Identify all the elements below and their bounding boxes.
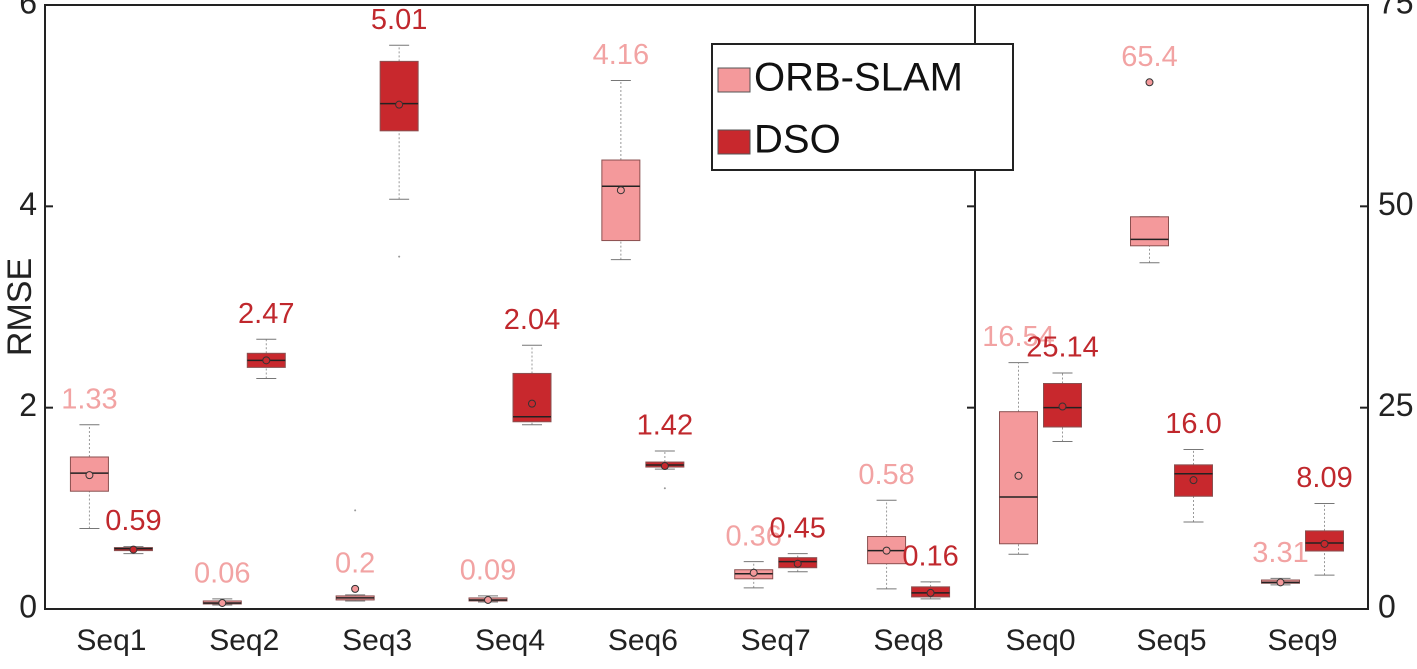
value-label: 3.31 bbox=[1252, 537, 1308, 569]
box bbox=[379, 60, 419, 132]
value-label: 0.06 bbox=[194, 558, 250, 590]
mean-marker bbox=[528, 399, 536, 408]
mean-marker bbox=[616, 186, 625, 195]
x-tick-label: Seq8 bbox=[874, 624, 944, 657]
mean-marker bbox=[1145, 78, 1154, 87]
value-label: 25.14 bbox=[1026, 332, 1099, 364]
mean-marker bbox=[262, 356, 271, 365]
value-label: 0.58 bbox=[858, 459, 914, 491]
mean-marker bbox=[351, 584, 360, 593]
y2-tick-label: 0 bbox=[1378, 588, 1396, 624]
value-label: 65.4 bbox=[1121, 41, 1177, 73]
value-label: 0.45 bbox=[769, 512, 825, 544]
value-label: 2.04 bbox=[504, 304, 560, 336]
y-tick-label: 0 bbox=[19, 588, 37, 624]
mean-marker bbox=[926, 588, 935, 597]
legend-label: DSO bbox=[754, 118, 841, 162]
value-label: 2.47 bbox=[238, 298, 294, 330]
value-label: 5.01 bbox=[371, 4, 427, 36]
x-tick-label: Seq5 bbox=[1136, 624, 1206, 657]
box bbox=[512, 372, 552, 423]
x-tick-label: Seq1 bbox=[76, 624, 146, 657]
mean-marker bbox=[484, 595, 492, 604]
x-tick-label: Seq4 bbox=[475, 624, 545, 657]
mean-marker bbox=[882, 546, 891, 555]
x-tick-label: Seq6 bbox=[608, 624, 678, 657]
y-tick-label: 6 bbox=[19, 0, 37, 20]
x-tick-label: Seq9 bbox=[1267, 624, 1337, 657]
mean-marker bbox=[1189, 476, 1198, 485]
outlier bbox=[663, 487, 666, 490]
mean-marker bbox=[395, 100, 404, 109]
mean-marker bbox=[1014, 471, 1023, 480]
outlier bbox=[354, 509, 357, 512]
y-axis-label: RMSE bbox=[1, 258, 39, 356]
value-label: 4.16 bbox=[593, 39, 649, 71]
x-tick-label: Seq0 bbox=[1005, 624, 1075, 657]
mean-marker bbox=[1058, 402, 1067, 411]
box bbox=[601, 159, 641, 242]
mean-marker bbox=[749, 568, 758, 577]
y2-tick-label: 50 bbox=[1378, 186, 1414, 222]
plot-frame bbox=[44, 4, 1369, 610]
mean-marker bbox=[1276, 578, 1285, 587]
value-label: 0.36 bbox=[725, 520, 781, 552]
value-label: 1.42 bbox=[637, 410, 693, 442]
box bbox=[1130, 216, 1169, 247]
mean-marker bbox=[660, 462, 669, 471]
y2-tick-label: 75 bbox=[1378, 0, 1414, 20]
value-label: 0.16 bbox=[902, 540, 958, 572]
box bbox=[1043, 383, 1082, 428]
x-tick-label: Seq3 bbox=[342, 624, 412, 657]
y-tick-label: 2 bbox=[19, 387, 37, 423]
value-label: 16.54 bbox=[982, 321, 1055, 353]
x-tick-label: Seq2 bbox=[209, 624, 279, 657]
x-tick-label: Seq7 bbox=[741, 624, 811, 657]
value-label: 0.09 bbox=[460, 555, 516, 587]
y-tick-label: 4 bbox=[19, 186, 37, 222]
legend-swatch bbox=[717, 67, 751, 93]
legend-box bbox=[711, 43, 1014, 171]
mean-marker bbox=[85, 471, 94, 480]
mean-marker bbox=[129, 545, 138, 554]
y2-tick-label: 25 bbox=[1378, 387, 1414, 423]
value-label: 0.59 bbox=[105, 505, 161, 537]
value-label: 16.0 bbox=[1165, 408, 1221, 440]
mean-marker bbox=[793, 559, 802, 568]
outlier bbox=[398, 255, 401, 258]
legend-label: ORB-SLAM bbox=[754, 56, 963, 100]
legend-swatch bbox=[717, 129, 751, 155]
value-label: 1.33 bbox=[61, 383, 117, 415]
value-label: 8.09 bbox=[1296, 462, 1352, 494]
mean-marker bbox=[218, 598, 227, 607]
mean-marker bbox=[1320, 539, 1329, 548]
value-label: 0.2 bbox=[335, 548, 375, 580]
